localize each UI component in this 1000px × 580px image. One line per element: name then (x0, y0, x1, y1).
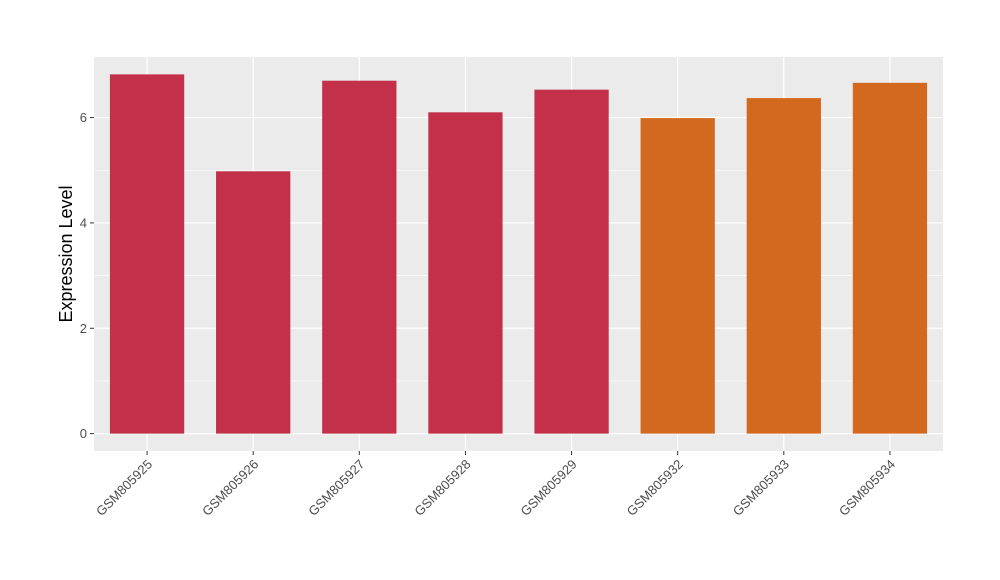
x-tick-label: GSM805932 (624, 457, 686, 519)
bar-GSM805925 (109, 74, 185, 434)
y-tick-label: 4 (80, 215, 87, 230)
x-axis: GSM805925 GSM805926 GSM805927 GSM805928 GSM8… (93, 451, 898, 519)
x-tick-label: GSM805925 (93, 457, 155, 519)
bar-GSM805927 (322, 80, 397, 434)
y-tick-label: 6 (80, 110, 87, 125)
y-tick-label: 2 (80, 321, 87, 336)
x-tick-label: GSM805929 (517, 457, 579, 519)
bars (109, 74, 928, 434)
bar-GSM805929 (534, 89, 609, 434)
x-tick-label: GSM805933 (730, 457, 792, 519)
bar-GSM805928 (428, 112, 503, 434)
x-tick-label: GSM805934 (836, 457, 898, 519)
y-axis: 0 2 4 6 (80, 110, 94, 441)
bar-GSM805932 (640, 118, 715, 434)
bar-GSM805934 (852, 82, 928, 434)
y-tick-label: 0 (80, 426, 87, 441)
bar-GSM805926 (216, 171, 291, 434)
bar-GSM805933 (746, 98, 821, 434)
x-tick-label: GSM805928 (411, 457, 473, 519)
y-axis-title: Expression Level (56, 185, 76, 322)
x-tick-label: GSM805926 (199, 457, 261, 519)
x-tick-label: GSM805927 (305, 457, 367, 519)
